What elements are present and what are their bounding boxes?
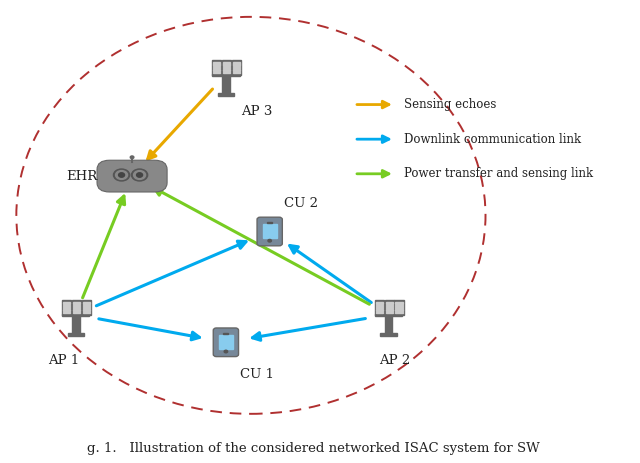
Bar — [396, 309, 403, 311]
Bar — [72, 300, 81, 314]
Circle shape — [131, 156, 134, 159]
Bar — [222, 75, 230, 95]
Bar — [233, 62, 240, 63]
Bar — [213, 67, 220, 69]
Bar — [376, 302, 383, 304]
Bar — [375, 300, 384, 314]
Bar — [233, 69, 240, 71]
Bar — [233, 67, 240, 69]
Bar — [262, 224, 276, 238]
Bar — [386, 312, 393, 313]
Bar — [380, 333, 397, 336]
Bar — [223, 69, 230, 71]
Bar — [83, 302, 90, 304]
Bar — [63, 302, 70, 304]
Bar — [376, 312, 383, 313]
Text: EHR: EHR — [67, 169, 98, 182]
Bar — [62, 300, 71, 314]
Bar — [212, 74, 239, 75]
Bar — [83, 307, 90, 308]
Bar — [375, 314, 402, 316]
Circle shape — [268, 239, 271, 242]
Bar — [213, 69, 220, 71]
Bar — [376, 309, 383, 311]
Bar — [83, 312, 90, 313]
Bar — [386, 309, 393, 311]
Bar — [385, 314, 392, 335]
FancyBboxPatch shape — [257, 217, 282, 246]
Bar — [213, 64, 220, 66]
Bar — [73, 309, 80, 311]
Bar — [385, 300, 394, 314]
Bar — [233, 72, 240, 73]
FancyBboxPatch shape — [97, 160, 167, 192]
Bar — [223, 333, 228, 334]
Bar — [396, 307, 403, 308]
Bar — [82, 300, 91, 314]
Text: CU 2: CU 2 — [284, 197, 318, 210]
Bar — [386, 305, 393, 306]
Bar — [222, 60, 231, 75]
Text: AP 2: AP 2 — [379, 354, 410, 367]
Bar — [219, 335, 233, 349]
Bar — [212, 60, 221, 75]
Bar — [73, 305, 80, 306]
Bar — [213, 72, 220, 73]
Bar — [232, 60, 241, 75]
Bar — [63, 305, 70, 306]
Bar — [83, 305, 90, 306]
Circle shape — [131, 169, 148, 181]
Circle shape — [224, 350, 228, 353]
Bar — [394, 300, 403, 314]
Text: CU 1: CU 1 — [240, 368, 274, 381]
Bar — [213, 62, 220, 63]
Circle shape — [136, 173, 143, 177]
Bar — [223, 72, 230, 73]
Bar — [73, 302, 80, 304]
Bar — [63, 309, 70, 311]
Bar — [396, 305, 403, 306]
Text: AP 1: AP 1 — [47, 354, 79, 367]
Bar — [376, 307, 383, 308]
Bar — [83, 309, 90, 311]
Bar — [396, 302, 403, 304]
Circle shape — [134, 170, 145, 180]
Bar — [233, 64, 240, 66]
Bar — [73, 312, 80, 313]
Bar — [223, 67, 230, 69]
Text: AP 3: AP 3 — [241, 105, 273, 118]
Bar — [223, 62, 230, 63]
Bar — [68, 333, 84, 336]
Bar — [63, 312, 70, 313]
FancyBboxPatch shape — [213, 328, 239, 357]
Bar — [62, 314, 90, 316]
Circle shape — [113, 169, 130, 181]
Bar — [63, 307, 70, 308]
Bar — [376, 305, 383, 306]
Bar — [396, 312, 403, 313]
Bar — [386, 302, 393, 304]
Text: Downlink communication link: Downlink communication link — [404, 133, 581, 146]
Circle shape — [127, 162, 138, 170]
Bar — [73, 307, 80, 308]
Bar — [223, 64, 230, 66]
Text: Sensing echoes: Sensing echoes — [404, 98, 497, 111]
Bar — [72, 314, 79, 335]
Text: g. 1.   Illustration of the considered networked ISAC system for SW: g. 1. Illustration of the considered net… — [87, 442, 540, 456]
Bar — [386, 307, 393, 308]
Text: Power transfer and sensing link: Power transfer and sensing link — [404, 167, 593, 180]
Bar — [267, 222, 272, 223]
Circle shape — [118, 173, 125, 177]
Bar — [218, 93, 234, 96]
Circle shape — [116, 170, 127, 180]
